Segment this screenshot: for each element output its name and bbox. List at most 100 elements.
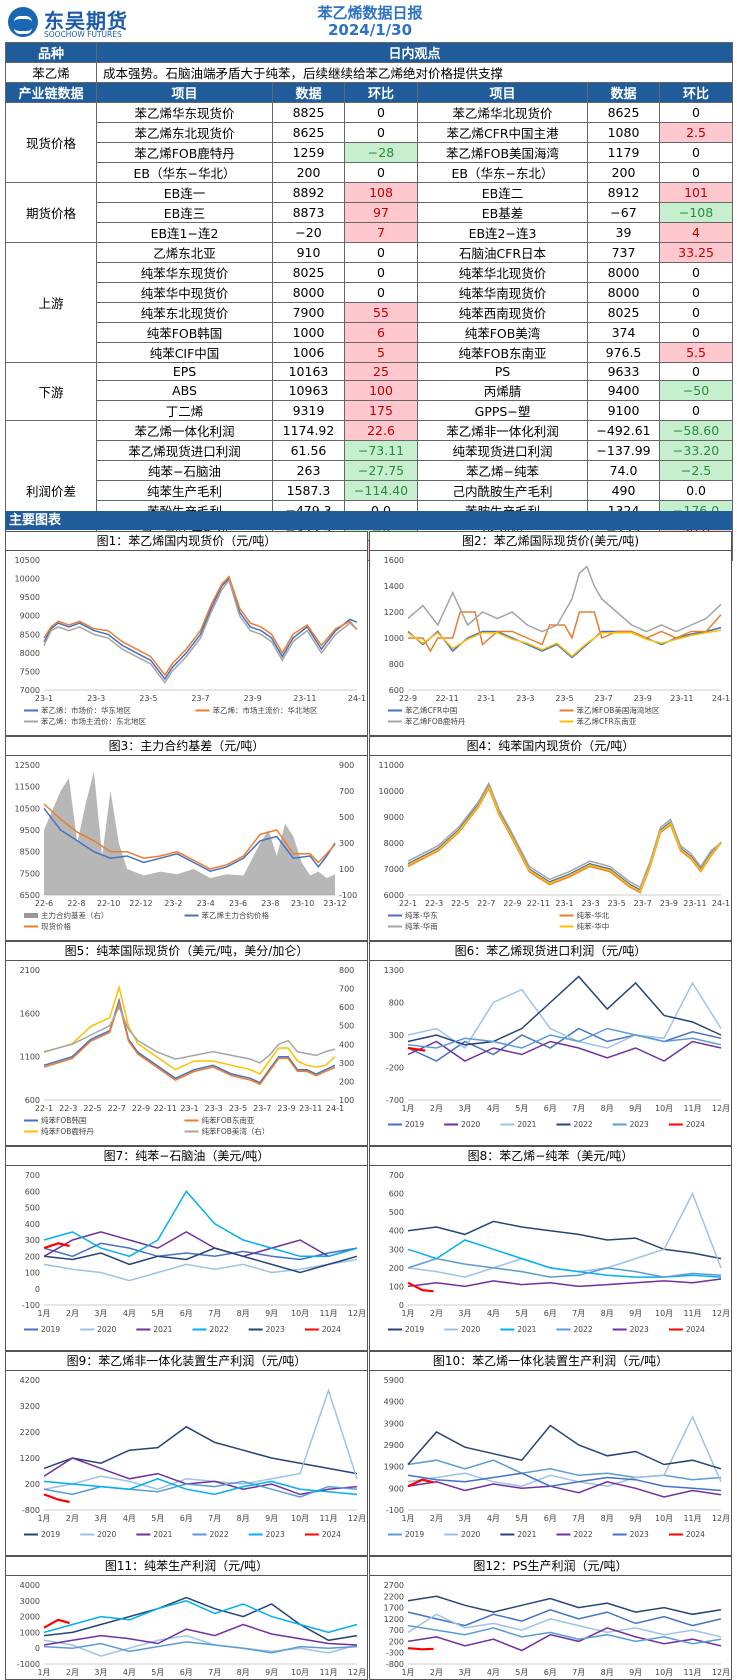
series-line — [43, 1005, 336, 1064]
x-tick-label: 9月 — [265, 1514, 278, 1523]
x-tick-label: 23-7 — [191, 694, 209, 703]
y-tick-label: 1700 — [384, 1604, 404, 1613]
legend-label: 2024 — [686, 1530, 705, 1539]
item-value: 8000 — [272, 282, 345, 303]
chart-title: 图5：纯苯国际现货价（美元/吨，美分/加仑） — [6, 942, 367, 961]
y-tick-label: 600 — [25, 1187, 40, 1196]
view-text: 成本强势。石脑油端矛盾大于纯苯，后续继续给苯乙烯绝对价格提供支撑 — [95, 62, 734, 83]
x-tick-label: 23-3 — [516, 694, 534, 703]
chart-panel: 图4：纯苯国内现货价（元/吨） 11000 10000 9000 8000 7000 600… — [369, 736, 732, 941]
item-value: 490 — [587, 480, 660, 501]
header-product: 品种 — [5, 42, 97, 63]
series-line — [407, 1613, 722, 1638]
item-value: 9100 — [587, 400, 660, 421]
table-row: 上游 乙烯东北亚 910 0 石脑油CFR日本 737 33.25 — [5, 242, 734, 363]
item-name: 苯乙烯一体化利润 — [96, 420, 273, 441]
x-tick-label: 23-7 — [253, 1104, 271, 1113]
series-line — [407, 1424, 722, 1470]
x-tick-label: 8月 — [237, 1309, 250, 1318]
x-tick-label: 3月 — [458, 1514, 471, 1523]
chart-panel: 图11：纯苯生产利润（元/吨） 4000 3000 2000 1000 0 -1000 1月 2… — [5, 1556, 368, 1680]
y-tick-label: 2200 — [384, 1592, 404, 1601]
x-tick-label: 8月 — [601, 1668, 614, 1677]
y-tick-label: 10500 — [15, 556, 40, 565]
series-line — [43, 1190, 358, 1258]
x-tick-label: 5月 — [515, 1514, 528, 1523]
y-tick-label: 4900 — [384, 1398, 404, 1407]
legend-label: 2024 — [322, 1530, 341, 1539]
y-tick-label: 8000 — [20, 649, 40, 658]
series-line — [407, 1478, 434, 1488]
item-name: EB连二 — [417, 182, 588, 203]
x-tick-label: 24-1 — [326, 1104, 344, 1113]
x-tick-label: 8月 — [237, 1668, 250, 1677]
item-value: 8000 — [587, 282, 660, 303]
y-tick-label: 700 — [25, 1171, 40, 1180]
x-tick-label: 23-3 — [582, 899, 600, 908]
legend-label: 苯乙烯FOB美国海湾地区 — [577, 705, 660, 715]
series-line — [43, 1480, 358, 1498]
item-change: 25 — [344, 362, 418, 381]
item-change: 4 — [658, 222, 734, 243]
table-row: 纯苯−石脑油 263 −27.75 苯乙烯−纯苯 74.0 −2.5 — [6, 460, 734, 481]
series-line — [43, 1231, 358, 1258]
table-row: 纯苯华东现货价 8025 0 纯苯华北现货价 8000 0 — [6, 262, 734, 283]
table-row: 纯苯华中现货价 8000 0 纯苯华南现货价 8000 0 — [6, 282, 734, 303]
series-line — [407, 781, 722, 889]
item-name: 苯乙烯华东现货价 — [96, 102, 273, 123]
table-row: 纯苯生产毛利 1587.3 −114.40 己内酰胺生产毛利 490 0.0 — [6, 480, 734, 501]
table-row: 现货价格 苯乙烯华东现货价 8825 0 苯乙烯华北现货价 8625 0 — [5, 102, 734, 183]
series-line — [43, 984, 336, 1075]
item-change: 0 — [658, 282, 734, 303]
y-tick-label: 400 — [389, 1227, 404, 1236]
x-tick-label: 6月 — [544, 1514, 557, 1523]
item-value: 1179 — [587, 142, 660, 163]
x-tick-label: 12月 — [348, 1309, 366, 1318]
item-change: 33.25 — [658, 242, 734, 263]
item-change: 0.0 — [658, 480, 734, 501]
legend-label: 2020 — [461, 1120, 480, 1129]
item-change: 97 — [344, 202, 418, 223]
series-line — [407, 1027, 722, 1049]
item-change: 0 — [658, 400, 734, 421]
series-line — [43, 1618, 70, 1629]
x-tick-label: 23-5 — [229, 1104, 247, 1113]
item-name: 纯苯华东现货价 — [96, 262, 273, 283]
chart-panel: 图12：PS生产利润（元/吨） 2700 2200 1700 1200 700 200 -30… — [369, 1556, 732, 1680]
item-change: 6 — [344, 322, 418, 343]
item-name: 纯苯FOB韩国 — [96, 322, 273, 343]
y-tick-label: 2700 — [384, 1581, 404, 1590]
item-change: 108 — [344, 182, 418, 203]
chart-title: 图8：苯乙烯−纯苯（美元/吨） — [370, 1147, 731, 1166]
chart-title: 图6：苯乙烯现货进口利润（元/吨） — [370, 942, 731, 961]
table-row: 纯苯东北现货价 7900 55 纯苯西南现货价 8025 0 — [6, 302, 734, 323]
x-tick-label: 22-9 — [132, 1104, 150, 1113]
y-tick-label: 10500 — [15, 804, 40, 813]
item-value: 8000 — [587, 262, 660, 283]
y-tick-label: -200 — [386, 1064, 404, 1073]
legend-label: 2020 — [97, 1325, 116, 1334]
x-tick-label: 3月 — [94, 1514, 107, 1523]
legend-label: 2024 — [322, 1325, 341, 1334]
legend-label: 2019 — [405, 1325, 424, 1334]
report-header: 东吴期货 SOOCHOW FUTURES 苯乙烯数据日报 2024/1/30 — [0, 0, 737, 42]
chart-title: 图3：主力合约基差（元/吨） — [6, 737, 367, 756]
section-title: 主要图表 — [5, 511, 732, 530]
table-row: 苯乙烯FOB鹿特丹 1259 −28 苯乙烯FOB美国海湾 1179 0 — [6, 142, 734, 163]
data-table: 品种 日内观点 苯乙烯 成本强势。石脑油端矛盾大于纯苯，后续继续给苯乙烯绝对价格提供支… — [5, 42, 734, 561]
y-tick-label: 0 — [399, 1301, 404, 1310]
x-tick-label: 12月 — [712, 1309, 730, 1318]
item-name: 纯苯生产毛利 — [96, 480, 273, 501]
legend-label: 纯苯FOB东南亚 — [202, 1115, 255, 1125]
series-line — [407, 975, 722, 1046]
view-row: 苯乙烯 成本强势。石脑油端矛盾大于纯苯，后续继续给苯乙烯绝对价格提供支撑 — [5, 62, 734, 83]
item-value: 910 — [272, 242, 345, 263]
item-name: EB连2−连3 — [417, 222, 588, 243]
x-tick-label: 3月 — [94, 1668, 107, 1677]
item-value: 8825 — [272, 102, 345, 123]
series-line — [43, 1623, 358, 1646]
chart-title: 图4：纯苯国内现货价（元/吨） — [370, 737, 731, 756]
y-tick-label: 4200 — [20, 1376, 40, 1385]
